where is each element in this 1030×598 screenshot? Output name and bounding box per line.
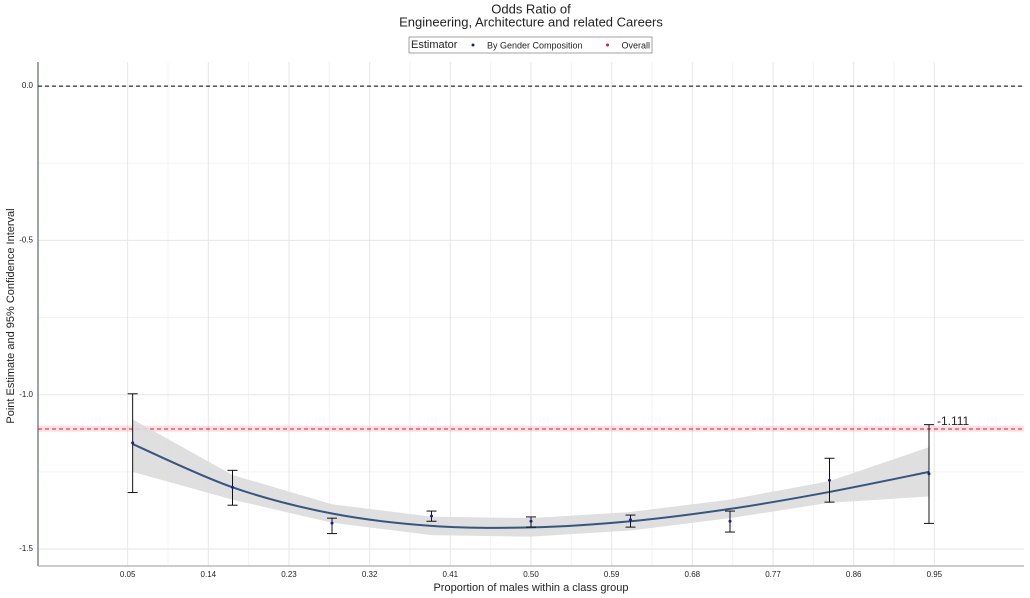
point — [728, 519, 732, 523]
x-tick-label: 0.95 — [927, 570, 943, 579]
y-tick-label: 0.0 — [22, 81, 34, 90]
x-tick-label: 0.59 — [604, 570, 620, 579]
point — [131, 441, 135, 445]
y-tick-label: -1.0 — [19, 390, 33, 399]
x-tick-label: 0.86 — [846, 570, 862, 579]
point — [231, 485, 235, 489]
point — [927, 472, 931, 476]
legend-title: Estimator — [411, 39, 458, 51]
smooth-band — [132, 419, 929, 537]
point — [430, 514, 434, 518]
legend-marker — [606, 43, 610, 47]
legend-box — [408, 36, 653, 54]
chart-title: Engineering, Architecture and related Ca… — [399, 14, 663, 29]
point — [529, 519, 533, 523]
x-tick-label: 0.41 — [443, 570, 459, 579]
x-tick-label: 0.77 — [765, 570, 781, 579]
x-tick-label: 0.14 — [201, 570, 217, 579]
overall-label: -1.111 — [937, 414, 970, 428]
y-tick-label: -0.5 — [19, 236, 33, 245]
legend-label: By Gender Composition — [487, 40, 583, 50]
x-tick-label: 0.32 — [362, 570, 378, 579]
point — [330, 521, 334, 525]
x-tick-label: 0.68 — [685, 570, 701, 579]
chart-title: Odds Ratio of — [491, 1, 571, 16]
x-tick-label: 0.50 — [523, 570, 539, 579]
point — [827, 478, 831, 482]
legend-label: Overall — [622, 40, 651, 50]
x-tick-label: 0.05 — [120, 570, 136, 579]
legend-marker — [471, 43, 475, 47]
y-axis-label: Point Estimate and 95% Confidence Interv… — [5, 208, 17, 423]
x-tick-label: 0.23 — [281, 570, 297, 579]
x-axis-label: Proportion of males within a class group — [433, 582, 628, 594]
point — [628, 518, 632, 522]
y-tick-label: -1.5 — [19, 544, 33, 553]
